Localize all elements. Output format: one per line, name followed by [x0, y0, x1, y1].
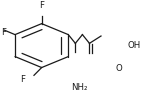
Text: F: F — [20, 75, 25, 84]
Text: F: F — [39, 1, 44, 10]
Text: NH₂: NH₂ — [71, 83, 88, 92]
Text: OH: OH — [128, 41, 141, 50]
Text: F: F — [1, 28, 6, 37]
Text: O: O — [115, 64, 122, 73]
